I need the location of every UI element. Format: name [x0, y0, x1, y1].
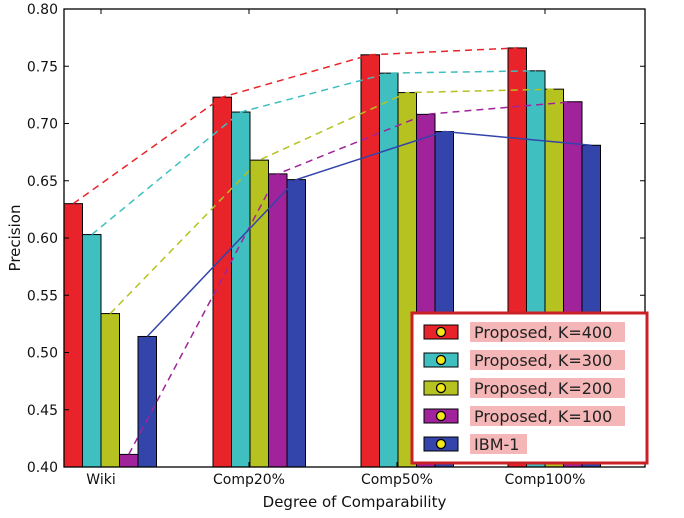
x-axis-title: Degree of Comparability: [263, 493, 447, 511]
y-tick-label: 0.50: [27, 346, 58, 362]
bar-comp20pct-series-5: [286, 179, 306, 468]
legend-marker-icon: [435, 410, 447, 422]
legend-label-highlight: [470, 322, 625, 342]
y-tick-label: 0.80: [27, 2, 58, 18]
y-tick-label: 0.65: [27, 174, 58, 190]
x-axis-ticks: Wiki Comp20% Comp50% Comp100%: [86, 9, 585, 488]
bar-wiki-series-3: [100, 313, 120, 468]
trend-lines: [72, 47, 592, 455]
legend-label-highlight: [470, 350, 625, 370]
trend-line-series-2: [91, 70, 536, 236]
y-tick-label: 0.60: [27, 231, 58, 247]
y-tick-label: 0.40: [27, 460, 58, 476]
bar-comp50pct-series-1: [360, 54, 380, 468]
legend-label: Proposed, K=400: [474, 323, 612, 342]
bar-wiki-series-5: [137, 335, 157, 468]
legend-label-highlight: [470, 434, 527, 454]
legend-marker-icon: [435, 354, 447, 366]
x-tick-label: Comp100%: [505, 472, 586, 488]
legend-marker-icon: [435, 382, 447, 394]
bar-comp20pct-series-1: [212, 96, 232, 468]
bar-comp50pct-series-2: [379, 72, 399, 468]
trend-line-series-1: [72, 47, 518, 205]
y-tick-label: 0.75: [27, 59, 58, 75]
legend-label: Proposed, K=100: [474, 407, 612, 426]
x-tick-label: Comp20%: [213, 472, 285, 488]
x-tick-label: Wiki: [86, 472, 115, 488]
trend-line-series-4: [128, 100, 573, 455]
legend-label: IBM-1: [474, 435, 519, 454]
y-tick-label: 0.70: [27, 117, 58, 133]
legend-label: Proposed, K=200: [474, 379, 612, 398]
y-axis-title: Precision: [6, 205, 24, 272]
trend-line-series-5: [146, 130, 592, 337]
bar-comp20pct-series-2: [231, 111, 251, 468]
bar-comp20pct-series-3: [249, 159, 269, 468]
bar-comp20pct-series-4: [268, 173, 288, 468]
y-tick-label: 0.45: [27, 403, 58, 419]
bar-wiki-series-1: [63, 203, 83, 468]
legend-marker-icon: [435, 326, 447, 338]
legend-label-highlight: [470, 406, 625, 426]
legend: Proposed, K=400 Proposed, K=300 Proposed, …: [410, 311, 649, 465]
y-axis-ticks: 0.40 0.45 0.50 0.55 0.60 0.65 0.70 0.75 0.80: [27, 2, 645, 476]
legend-label: Proposed, K=300: [474, 351, 612, 370]
x-tick-label: Comp50%: [361, 472, 433, 488]
bar-wiki-series-2: [82, 234, 102, 468]
y-tick-label: 0.55: [27, 288, 58, 304]
legend-label-highlight: [470, 378, 625, 398]
bar-wiki-series-4: [119, 453, 139, 468]
trend-line-series-3: [109, 88, 555, 315]
legend-marker-icon: [435, 438, 447, 450]
